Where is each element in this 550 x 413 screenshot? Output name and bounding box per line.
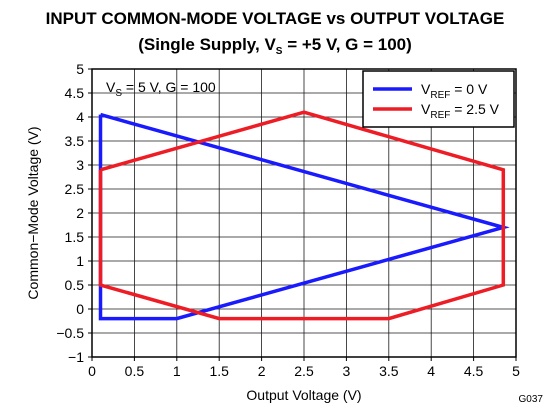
x-tick-label: 3 [343, 363, 351, 379]
subtitle-post: = +5 V, G = 100) [282, 35, 411, 54]
x-tick-label: 4.5 [464, 363, 484, 379]
y-tick-label: 4 [76, 109, 84, 125]
legend-entry-vref-0-main: V [421, 81, 431, 97]
annotation-post: = 5 V, G = 100 [122, 79, 216, 95]
y-tick-label: −1 [68, 349, 84, 365]
legend-entry-vref-2-5-post: = 2.5 V [450, 101, 499, 117]
axis-ticks: 0 0.5 1 1.5 2 2.5 3 3.5 4 4.5 5 −1 −0.5 0 0.5 1 1.5 2 2.5 3… [56, 61, 520, 379]
annotation-pre: V [106, 79, 116, 95]
legend: VREF = 0 V VREF = 2.5 V [362, 70, 515, 128]
legend-box [362, 70, 515, 128]
y-tick-label: 2.5 [65, 181, 85, 197]
series-line-0 [98, 112, 510, 321]
y-tick-label: 3 [76, 157, 84, 173]
y-tick-label: 3.5 [65, 133, 85, 149]
chart-title: INPUT COMMON-MODE VOLTAGE vs OUTPUT VOLT… [46, 9, 505, 28]
x-tick-label: 2 [258, 363, 266, 379]
legend-entry-vref-0-post: = 0 V [450, 81, 488, 97]
y-tick-label: 5 [76, 61, 84, 77]
figure-id: G037 [519, 394, 544, 405]
y-axis-label: Common−Mode Voltage (V) [25, 126, 41, 299]
x-axis-label: Output Voltage (V) [246, 387, 361, 403]
legend-entry-vref-0: VREF = 0 V [421, 81, 488, 101]
x-tick-label: 0.5 [125, 363, 145, 379]
subtitle-pre: (Single Supply, V [138, 35, 276, 54]
y-tick-label: 0 [76, 301, 84, 317]
x-tick-label: 5 [512, 363, 520, 379]
x-tick-label: 1.5 [209, 363, 229, 379]
grid-lines [92, 69, 516, 357]
y-tick-label: 2 [76, 205, 84, 221]
y-tick-label: 0.5 [65, 277, 85, 293]
x-tick-label: 4 [427, 363, 435, 379]
chart-subtitle: (Single Supply, VS = +5 V, G = 100) [138, 35, 412, 57]
annotation-conditions: VS = 5 V, G = 100 [106, 79, 216, 99]
annotation-sub: S [115, 88, 122, 99]
y-tick-label: 4.5 [65, 85, 85, 101]
legend-entry-vref-2-5: VREF = 2.5 V [421, 101, 500, 121]
subtitle-sub: S [276, 46, 283, 57]
legend-entry-vref-0-sub: REF [430, 90, 450, 101]
legend-entry-vref-2-5-main: V [421, 101, 431, 117]
x-tick-label: 1 [173, 363, 181, 379]
x-tick-label: 2.5 [294, 363, 314, 379]
y-tick-label: 1 [76, 253, 84, 269]
legend-entry-vref-2-5-sub: REF [430, 110, 450, 121]
x-tick-label: 0 [88, 363, 96, 379]
x-tick-label: 3.5 [379, 363, 399, 379]
y-tick-label: −0.5 [56, 325, 84, 341]
series-line-1 [98, 110, 506, 321]
y-tick-label: 1.5 [65, 229, 85, 245]
plot-series [98, 110, 510, 321]
